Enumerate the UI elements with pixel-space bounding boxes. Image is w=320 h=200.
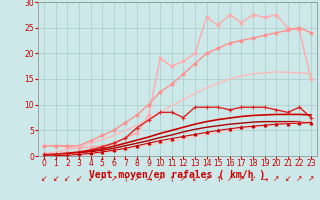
- Text: ↗: ↗: [204, 175, 210, 184]
- Text: ↗: ↗: [296, 175, 303, 184]
- Text: ↙: ↙: [52, 175, 59, 184]
- Text: ↗: ↗: [99, 175, 105, 184]
- Text: ↑: ↑: [169, 175, 175, 184]
- Text: ↗: ↗: [273, 175, 279, 184]
- X-axis label: Vent moyen/en rafales ( km/h ): Vent moyen/en rafales ( km/h ): [90, 170, 266, 180]
- Text: ↗: ↗: [308, 175, 314, 184]
- Text: ↗: ↗: [111, 175, 117, 184]
- Text: ↙: ↙: [76, 175, 82, 184]
- Text: ↙: ↙: [41, 175, 47, 184]
- Text: ↗: ↗: [180, 175, 187, 184]
- Text: ↙: ↙: [192, 175, 198, 184]
- Text: ↙: ↙: [284, 175, 291, 184]
- Text: ↗: ↗: [157, 175, 164, 184]
- Text: ↙: ↙: [64, 175, 71, 184]
- Text: ↗: ↗: [238, 175, 244, 184]
- Text: ↑: ↑: [215, 175, 221, 184]
- Text: →: →: [261, 175, 268, 184]
- Text: ↙: ↙: [250, 175, 256, 184]
- Text: ↗: ↗: [227, 175, 233, 184]
- Text: ↗: ↗: [134, 175, 140, 184]
- Text: →: →: [145, 175, 152, 184]
- Text: ↑: ↑: [122, 175, 129, 184]
- Text: ↙: ↙: [87, 175, 94, 184]
